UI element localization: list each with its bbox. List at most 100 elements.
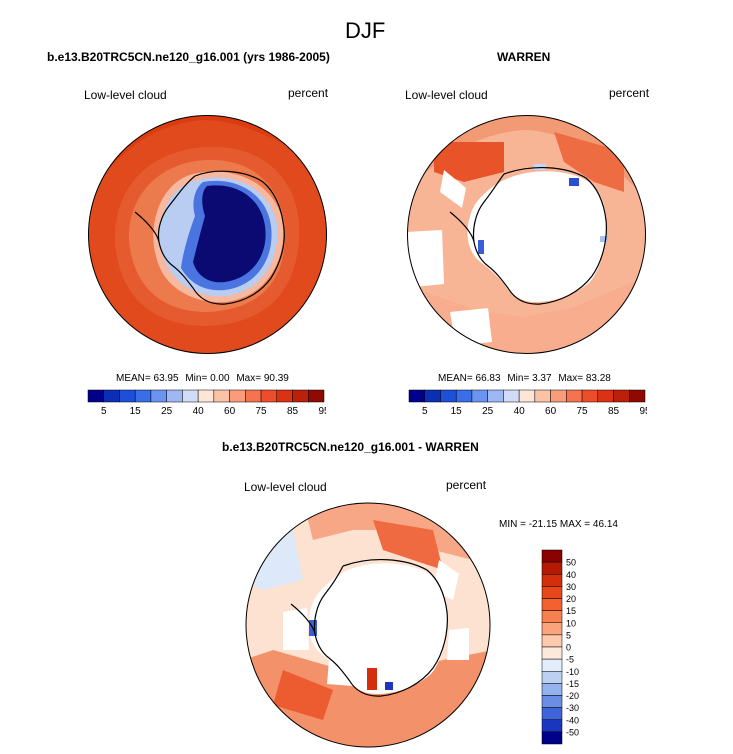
panel3-colorbar-tick-label: 15 [566, 606, 576, 616]
panel1-colorbar-tick-label: 95 [318, 406, 326, 417]
panel2-colorbar-tick-label: 40 [514, 406, 526, 417]
panel1-colorbar-swatch [119, 389, 136, 403]
panel3-colorbar-swatch [541, 549, 563, 563]
panel1-colorbar: 5 15 25 40 60 75 85 95 [87, 389, 326, 417]
panel2-mean-label: MEAN= [438, 373, 473, 384]
panel3-colorbar-swatch [541, 707, 563, 720]
panel1-colorbar-swatch [103, 389, 120, 403]
panel2-colorbar-swatch [487, 389, 504, 403]
panel2-colorbar: 5 15 25 40 60 75 85 95 [408, 389, 647, 417]
panel1-colorbar-swatch [213, 389, 230, 403]
panel3-colorbar-tick-label: -5 [566, 655, 574, 665]
panel3-colorbar-swatch [541, 598, 563, 611]
panel1-colorbar-tick-label: 75 [256, 406, 268, 417]
panel3-colorbar-swatch [541, 586, 563, 599]
panel2-colorbar-swatch [534, 389, 551, 403]
panel2-colorbar-swatch [629, 389, 646, 403]
panel2-colorbar-swatch [424, 389, 441, 403]
panel3-diff-south [246, 650, 490, 747]
panel1-colorbar-swatch [166, 389, 183, 403]
panel2-max-value: 83.28 [585, 373, 611, 384]
panel3-colorbar-tick-label: 50 [566, 558, 576, 568]
panel1-colorbar-swatch [229, 389, 246, 403]
panel2-blue-patch-2 [478, 240, 484, 254]
panel3-blue-patch-2 [385, 682, 393, 690]
panel1-min-label: Min= [185, 373, 208, 384]
panel1-mean-label: MEAN= [116, 373, 151, 384]
panel1-colorbar-tick-label: 25 [161, 406, 173, 417]
panel3-colorbar-swatch [541, 622, 563, 636]
panel2-colorbar-tick-label: 15 [451, 406, 463, 417]
panel3-left-label: Low-level cloud [244, 480, 327, 494]
panel1-colorbar-swatch [308, 389, 325, 403]
panel2-colorbar-tick-label: 95 [639, 406, 647, 417]
panel2-map [407, 115, 646, 354]
panel2-ocean-north [407, 115, 646, 202]
panel3-colorbar-tick-label: 40 [566, 570, 576, 580]
panel3-title: b.e13.B20TRC5CN.ne120_g16.001 - WARREN [222, 440, 479, 454]
panel3-colorbar-tick-label: 0 [566, 643, 571, 653]
panel3-nodata-ring-1 [283, 608, 309, 650]
panel1-mean-value: 63.95 [153, 373, 179, 384]
panel2-colorbar-tick-label: 60 [545, 406, 557, 417]
panel1-colorbar-tick-label: 60 [224, 406, 236, 417]
panel1-colorbar-swatch [260, 389, 278, 403]
panel1-title: b.e13.B20TRC5CN.ne120_g16.001 (yrs 1986-… [47, 50, 330, 64]
panel2-colorbar-swatch [503, 389, 520, 403]
panel3-colorbar-swatch [541, 561, 563, 575]
panel3-diff-hot-south [273, 670, 333, 720]
panel2-colorbar-tick-label: 5 [422, 406, 428, 417]
panel1-min-value: 0.00 [210, 373, 230, 384]
panel2-right-label: percent [609, 86, 650, 100]
panel3-colorbar-tick-label: -30 [566, 703, 579, 713]
panel3-colorbar-tick-label: -40 [566, 715, 579, 725]
panel1-max-label: Max= [236, 373, 262, 384]
panel3-right-label: percent [446, 478, 487, 492]
panel2-min-label: Min= [507, 373, 530, 384]
panel2-colorbar-swatch [613, 389, 630, 403]
panel1-colorbar-swatch [197, 389, 215, 403]
panel3-colorbar-tick-label: 10 [566, 618, 576, 628]
panel3-colorbar-tick-label: -20 [566, 691, 579, 701]
panel1-colorbar-tick-label: 85 [287, 406, 299, 417]
panel2-colorbar-swatch [518, 389, 536, 403]
panel2-colorbar-swatch [408, 389, 425, 403]
panel1-stats: MEAN= 63.95 Min= 0.00 Max= 90.39 [116, 373, 289, 384]
panel3-colorbar-tick-label: 5 [566, 630, 571, 640]
panel1-colorbar-swatch [182, 389, 199, 403]
panel1-ocean-outer [88, 115, 327, 202]
panel2-colorbar-swatch [440, 389, 457, 403]
panel2-colorbar-swatch [566, 389, 583, 403]
panel2-antarctica [467, 171, 607, 302]
figure-title: DJF [345, 18, 386, 43]
panel1-colorbar-tick-label: 40 [193, 406, 205, 417]
panel1-coastline [134, 170, 285, 305]
panel3-colorbar-swatch [541, 634, 563, 648]
panel1-colorbar-swatch [245, 389, 262, 403]
panel2-colorbar-tick-label: 25 [482, 406, 494, 417]
panel1-colorbar-tick-label: 15 [130, 406, 142, 417]
panel3-colorbar-tick-label: -10 [566, 667, 579, 677]
panel1-antarctica-dark [193, 185, 266, 283]
panel3-colorbar-swatch [541, 695, 563, 708]
panel1-colorbar-swatch [276, 389, 293, 403]
panel3-colorbar-tick-label: -50 [566, 727, 579, 737]
panel2-mean-value: 66.83 [475, 373, 501, 384]
panel2-colorbar-tick-label: 85 [608, 406, 620, 417]
panel3-diff-blue-nw [246, 530, 303, 590]
panel3-hot-patch-1 [367, 668, 377, 690]
panel3-antarctica [308, 563, 448, 694]
panel2-min-value: 3.37 [532, 373, 552, 384]
panel2-blue-patch-3 [600, 236, 608, 242]
panel1-colorbar-swatch [150, 389, 167, 403]
panel3-colorbar-swatch [541, 574, 563, 587]
panel2-max-label: Max= [558, 373, 584, 384]
panel2-left-label: Low-level cloud [405, 88, 488, 102]
panel3-colorbar-swatch [541, 731, 563, 745]
panel1-right-label: percent [288, 86, 329, 100]
panel2-blue-patch-1 [569, 178, 579, 186]
panel2-colorbar-swatch [597, 389, 614, 403]
panel2-title: WARREN [497, 50, 551, 64]
panel1-left-label: Low-level cloud [84, 88, 167, 102]
panel3-stats: MIN = -21.15 MAX = 46.14 [499, 519, 618, 530]
